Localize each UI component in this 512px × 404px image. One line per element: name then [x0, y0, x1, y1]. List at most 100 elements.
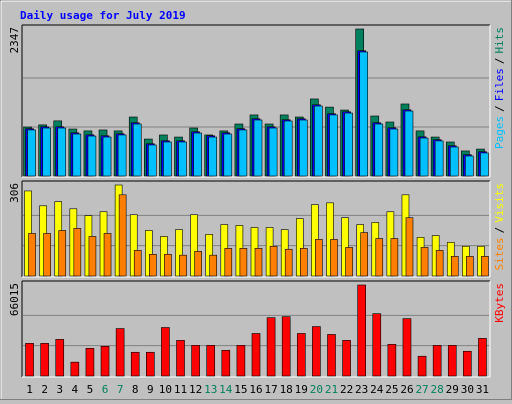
bar	[85, 348, 95, 377]
x-tick-label: 24	[370, 383, 384, 396]
bar	[299, 248, 308, 277]
bar	[133, 250, 142, 277]
bar	[102, 136, 112, 177]
bar	[115, 328, 125, 377]
legend-entry: Visits	[493, 183, 506, 223]
x-tick-label: 1	[26, 383, 33, 396]
bar	[330, 239, 338, 277]
bar	[449, 146, 459, 177]
bar	[206, 345, 216, 377]
bar	[420, 247, 429, 277]
x-tick-label: 4	[72, 383, 79, 396]
bar	[327, 334, 336, 377]
bar	[390, 238, 399, 277]
legend-entry: Pages	[493, 116, 506, 149]
x-tick-label: 18	[280, 383, 293, 396]
x-tick-label: 10	[159, 383, 172, 396]
bar	[359, 51, 368, 177]
bar	[283, 120, 293, 177]
x-tick-label: 16	[249, 383, 262, 396]
x-tick-label: 23	[355, 383, 368, 396]
bar	[344, 112, 353, 177]
legend-separator: /	[493, 227, 506, 234]
bar	[478, 338, 487, 377]
bar	[284, 248, 293, 277]
bar	[178, 141, 187, 177]
x-tick-label: 22	[340, 383, 353, 396]
bar	[190, 214, 198, 277]
bar	[341, 217, 349, 277]
legend-entry: Hits	[493, 27, 506, 54]
bar	[435, 250, 444, 277]
x-tick-label: 31	[476, 383, 489, 396]
x-tick-label: 21	[325, 383, 338, 396]
bar	[149, 253, 157, 277]
bar	[251, 333, 261, 377]
x-tick-label: 25	[385, 383, 398, 396]
bar	[254, 248, 263, 277]
bar	[58, 230, 67, 277]
bar	[221, 349, 231, 377]
bar	[432, 345, 442, 377]
bar	[194, 251, 202, 277]
y-tick-label: 2347	[8, 27, 21, 54]
x-tick-label: 15	[234, 383, 247, 396]
bar	[224, 248, 233, 277]
bar	[161, 327, 170, 377]
bar	[466, 256, 474, 277]
bar	[389, 128, 399, 177]
bar	[253, 119, 263, 177]
bar	[447, 345, 457, 377]
bar	[25, 343, 34, 377]
bar	[163, 141, 172, 177]
x-tick-label: 3	[56, 383, 63, 396]
x-tick-label: 20	[310, 383, 323, 396]
bar	[73, 228, 82, 277]
bar	[145, 230, 153, 277]
bar	[146, 351, 155, 377]
bar	[298, 119, 308, 177]
bar	[176, 340, 185, 377]
x-tick-label: 13	[204, 383, 217, 396]
x-tick-label: 11	[174, 383, 187, 396]
bar	[402, 318, 412, 377]
x-tick-label: 27	[415, 383, 428, 396]
bar	[223, 133, 233, 177]
bar	[27, 129, 36, 177]
bar	[103, 233, 112, 277]
bar	[481, 256, 489, 277]
bar	[175, 229, 183, 277]
x-tick-label: 7	[117, 383, 124, 396]
bar	[329, 114, 338, 177]
bar	[405, 217, 414, 277]
bar	[132, 123, 142, 177]
bar	[238, 129, 248, 177]
x-tick-label: 17	[264, 383, 277, 396]
bar	[295, 218, 304, 277]
bar	[55, 339, 65, 377]
bar	[357, 284, 366, 377]
bar	[404, 110, 414, 177]
bar	[57, 127, 67, 177]
bar	[236, 345, 246, 377]
legend-entry: Files	[493, 68, 506, 101]
bar	[72, 133, 82, 177]
bar	[372, 313, 382, 377]
bar	[450, 256, 459, 277]
x-tick-label: 8	[132, 383, 139, 396]
bar	[463, 350, 472, 377]
bar	[42, 127, 51, 177]
bar	[312, 326, 321, 377]
legend-entry: Sites	[493, 237, 506, 270]
x-tick-label: 9	[147, 383, 154, 396]
bar	[268, 127, 278, 177]
legend: KBytes	[493, 283, 506, 323]
bar	[360, 232, 368, 277]
x-tick-label: 2	[41, 383, 48, 396]
bar	[239, 248, 248, 277]
bar	[129, 214, 138, 277]
x-tick-label: 14	[219, 383, 233, 396]
bar	[480, 152, 489, 177]
bar	[434, 140, 444, 177]
